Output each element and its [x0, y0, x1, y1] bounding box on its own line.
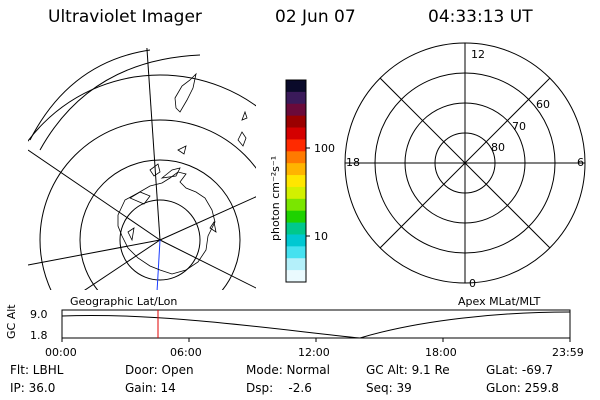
- dsp-info: Dsp: -2.6: [246, 381, 312, 395]
- meridian-line: [28, 239, 161, 266]
- coastline-island: [177, 145, 187, 155]
- colorbar-band: [286, 103, 306, 117]
- filter-info: Flt: LBHL: [10, 363, 64, 377]
- mlat-label-60: 60: [536, 98, 550, 111]
- coastline-island: [237, 131, 247, 147]
- colorbar-band: [286, 198, 306, 212]
- timeline-x-label: 12:00: [298, 346, 330, 359]
- instrument-title: Ultraviolet Imager: [48, 7, 202, 27]
- coastline-island: [160, 167, 181, 179]
- mlt-label-0: 0: [469, 277, 476, 290]
- timeline-x-label: 18:00: [425, 346, 457, 359]
- time-label: 04:33:13 UT: [428, 7, 533, 27]
- mlt-label-18: 18: [346, 156, 360, 169]
- geographic-label: Geographic Lat/Lon: [70, 295, 178, 308]
- date-label: 02 Jun 07: [275, 7, 356, 27]
- apex-label: Apex MLat/MLT: [458, 295, 541, 308]
- geographic-map: [28, 48, 256, 290]
- colorbar-band: [286, 234, 306, 247]
- colorbar-band: [286, 163, 306, 176]
- latitude-circle: [119, 199, 201, 281]
- coastline-island: [129, 191, 151, 205]
- ip-info: IP: 36.0: [10, 381, 56, 395]
- colorbar-band: [286, 91, 306, 105]
- timeline-x-label: 00:00: [45, 346, 77, 359]
- latitude-circle: [39, 119, 256, 290]
- colorbar-tick-label: 100: [314, 142, 335, 155]
- meridian-line: [146, 48, 161, 241]
- colorbar-band: [286, 175, 306, 188]
- gain-info: Gain: 14: [125, 381, 176, 395]
- meridian-line: [159, 239, 256, 289]
- colorbar-unit-label: photon cm⁻²s⁻¹: [269, 155, 282, 241]
- south-america-coastline: [174, 72, 197, 113]
- colorbar-band: [286, 270, 306, 283]
- timeline-y-label-min: 1.8: [30, 329, 48, 342]
- colorbar-tick-label: 10: [314, 230, 328, 243]
- mlat-label-80: 80: [491, 141, 505, 154]
- latitude-circle: [79, 159, 241, 290]
- colorbar-band: [286, 246, 306, 259]
- colorbar-frame: [285, 79, 307, 283]
- seq-info: Seq: 39: [366, 381, 412, 395]
- polar-diagonal: [379, 77, 551, 249]
- colorbar-band: [286, 186, 306, 200]
- view-edge-arc-outer: [29, 49, 151, 141]
- timeline-x-label: 23:59: [552, 346, 584, 359]
- meridian-line: [159, 196, 256, 241]
- latitude-circle: [28, 74, 256, 142]
- colorbar-band: [286, 80, 306, 93]
- coastline-island: [149, 163, 161, 177]
- glon-info: GLon: 259.8: [486, 381, 559, 395]
- colorbar-band: [286, 127, 306, 140]
- meridian-line: [28, 149, 161, 241]
- glat-info: GLat: -69.7: [486, 363, 553, 377]
- timeline-axis-title: GC Alt: [5, 304, 18, 339]
- polar-plot: [344, 42, 586, 284]
- timeline-y-label-max: 9.0: [30, 308, 48, 321]
- antarctica-coastline: [117, 171, 216, 275]
- local-meridian-line: [156, 239, 161, 290]
- timeline-x-label: 06:00: [170, 346, 202, 359]
- colorbar: [286, 80, 306, 283]
- colorbar-band: [286, 222, 306, 235]
- meridian-line: [84, 239, 161, 290]
- colorbar-band: [286, 151, 306, 164]
- colorbar-band: [286, 115, 306, 129]
- colorbar-band: [286, 139, 306, 152]
- colorbar-band: [286, 210, 306, 224]
- coastline-island: [209, 220, 217, 233]
- door-info: Door: Open: [125, 363, 194, 377]
- mlt-label-6: 6: [577, 156, 584, 169]
- mlat-label-70: 70: [512, 120, 526, 133]
- colorbar-band: [286, 258, 306, 271]
- mlt-label-12: 12: [471, 48, 485, 61]
- timeline-frame: [61, 309, 571, 339]
- mode-info: Mode: Normal: [246, 363, 330, 377]
- coastline-island: [241, 110, 248, 121]
- coastline-island: [127, 227, 135, 242]
- gc-alt-info: GC Alt: 9.1 Re: [366, 363, 450, 377]
- altitude-curve: [61, 311, 571, 339]
- view-edge-arc: [39, 54, 201, 151]
- timeline-ticks: [61, 338, 571, 342]
